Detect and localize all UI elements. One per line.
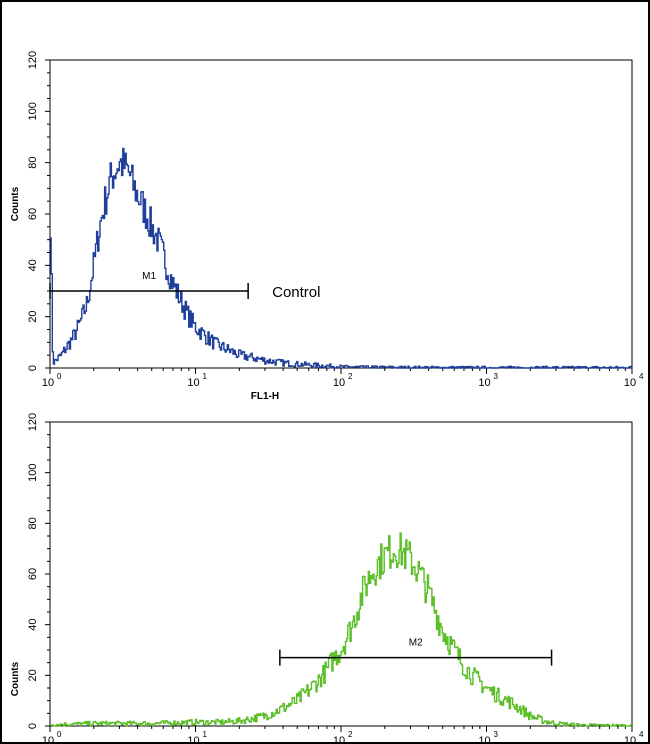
x-tick-label: 10: [333, 735, 345, 744]
x-tick-exponent: 2: [348, 372, 353, 381]
x-tick-label: 10: [478, 377, 490, 389]
x-tick-exponent: 3: [494, 730, 499, 739]
y-tick-label: 0: [27, 723, 39, 729]
gate-label: M2: [409, 638, 423, 649]
histogram-series-1: [50, 532, 632, 727]
x-tick-exponent: 1: [203, 372, 208, 381]
y-tick-label: 100: [27, 463, 39, 481]
y-tick-label: 60: [27, 568, 39, 580]
y-tick-label: 20: [27, 311, 39, 323]
gate-label: M1: [142, 271, 156, 282]
x-tick-label: 10: [187, 377, 199, 389]
x-tick-exponent: 4: [639, 372, 644, 381]
plot-area: [49, 421, 633, 727]
chart-panel-1: 020406080100120100101102103104CountsFL1-…: [10, 51, 644, 402]
x-tick-exponent: 1: [203, 730, 208, 739]
x-tick-exponent: 3: [494, 372, 499, 381]
y-tick-label: 0: [27, 365, 39, 371]
x-axis-title: FL1-H: [251, 391, 279, 402]
y-axis-title: Counts: [10, 186, 21, 221]
y-tick-label: 60: [27, 208, 39, 220]
y-tick-label: 20: [27, 669, 39, 681]
y-tick-label: 40: [27, 259, 39, 271]
y-tick-label: 80: [27, 157, 39, 169]
y-tick-label: 80: [27, 517, 39, 529]
y-axis-title: Counts: [10, 661, 21, 696]
y-tick-label: 120: [27, 413, 39, 431]
y-tick-label: 100: [27, 102, 39, 120]
x-tick-exponent: 0: [57, 372, 62, 381]
y-tick-label: 120: [27, 51, 39, 69]
x-tick-label: 10: [42, 735, 54, 744]
x-tick-label: 10: [333, 377, 345, 389]
x-tick-exponent: 4: [639, 730, 644, 739]
x-tick-label: 10: [478, 735, 490, 744]
plot-area: [49, 59, 633, 369]
x-tick-label: 10: [624, 735, 636, 744]
x-tick-exponent: 0: [57, 730, 62, 739]
x-tick-label: 10: [624, 377, 636, 389]
x-tick-exponent: 2: [348, 730, 353, 739]
y-tick-label: 40: [27, 619, 39, 631]
histogram-series-1: [50, 147, 632, 369]
control-annotation: Control: [272, 284, 320, 301]
x-tick-label: 10: [42, 377, 54, 389]
x-tick-label: 10: [187, 735, 199, 744]
